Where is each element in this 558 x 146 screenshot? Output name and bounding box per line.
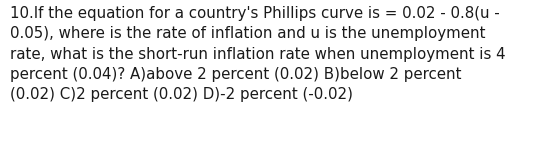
Text: 10.If the equation for a country's Phillips curve is = 0.02 - 0.8(u -
0.05), whe: 10.If the equation for a country's Phill… (10, 6, 506, 102)
